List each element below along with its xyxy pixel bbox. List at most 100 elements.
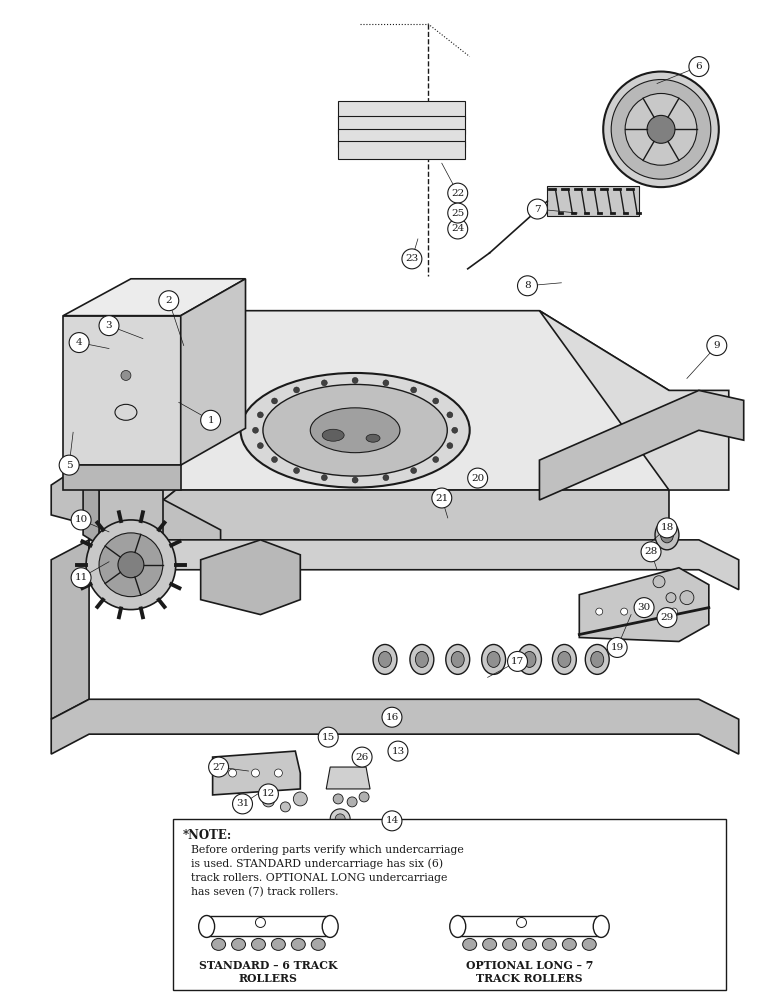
Circle shape <box>257 412 263 418</box>
Circle shape <box>433 457 438 463</box>
Circle shape <box>352 377 358 383</box>
Polygon shape <box>176 311 669 490</box>
Circle shape <box>272 457 277 463</box>
Text: 25: 25 <box>451 209 465 218</box>
Ellipse shape <box>198 915 215 937</box>
Text: 5: 5 <box>66 461 73 470</box>
Text: 18: 18 <box>660 523 674 532</box>
Circle shape <box>507 651 527 671</box>
Circle shape <box>229 769 236 777</box>
Circle shape <box>383 475 389 481</box>
Ellipse shape <box>487 651 500 667</box>
Polygon shape <box>458 916 601 936</box>
Polygon shape <box>63 465 181 490</box>
Circle shape <box>318 727 338 747</box>
Circle shape <box>447 412 453 418</box>
Text: 7: 7 <box>534 205 540 214</box>
Polygon shape <box>338 101 465 119</box>
Circle shape <box>293 387 300 393</box>
Text: has seven (7) track rollers.: has seven (7) track rollers. <box>191 887 338 897</box>
Text: 15: 15 <box>322 733 335 742</box>
Text: 13: 13 <box>391 747 405 756</box>
Text: 9: 9 <box>713 341 720 350</box>
Ellipse shape <box>543 938 557 950</box>
Circle shape <box>527 199 547 219</box>
Ellipse shape <box>558 651 571 667</box>
Ellipse shape <box>241 373 469 488</box>
Polygon shape <box>89 540 739 590</box>
Ellipse shape <box>482 644 506 674</box>
Ellipse shape <box>322 915 338 937</box>
Circle shape <box>517 276 537 296</box>
Circle shape <box>201 410 221 430</box>
Circle shape <box>432 488 452 508</box>
Ellipse shape <box>252 938 266 950</box>
Circle shape <box>448 219 468 239</box>
Polygon shape <box>89 490 669 560</box>
Ellipse shape <box>585 644 609 674</box>
Ellipse shape <box>553 644 577 674</box>
Text: 1: 1 <box>208 416 214 425</box>
Text: 17: 17 <box>511 657 524 666</box>
Circle shape <box>259 784 279 804</box>
Circle shape <box>707 336 726 356</box>
Polygon shape <box>327 767 370 789</box>
Circle shape <box>321 380 327 386</box>
Circle shape <box>647 115 675 143</box>
Circle shape <box>611 80 711 179</box>
Polygon shape <box>540 390 743 500</box>
Ellipse shape <box>445 644 469 674</box>
Circle shape <box>330 809 350 829</box>
Circle shape <box>653 576 665 588</box>
Circle shape <box>608 638 627 657</box>
Text: 24: 24 <box>451 224 465 233</box>
Polygon shape <box>89 311 176 560</box>
Text: 23: 23 <box>405 254 418 263</box>
Circle shape <box>274 769 283 777</box>
Circle shape <box>603 72 719 187</box>
Ellipse shape <box>410 644 434 674</box>
Polygon shape <box>51 540 89 719</box>
Text: 14: 14 <box>385 816 398 825</box>
Ellipse shape <box>450 915 466 937</box>
Polygon shape <box>83 480 163 490</box>
Circle shape <box>596 608 603 615</box>
Text: 6: 6 <box>696 62 703 71</box>
Circle shape <box>257 443 263 449</box>
Polygon shape <box>63 316 181 465</box>
Circle shape <box>666 593 676 603</box>
Polygon shape <box>338 116 465 134</box>
Circle shape <box>447 443 453 449</box>
Text: OPTIONAL LONG – 7
TRACK ROLLERS: OPTIONAL LONG – 7 TRACK ROLLERS <box>466 960 593 984</box>
Circle shape <box>383 380 389 386</box>
Polygon shape <box>201 540 300 615</box>
Circle shape <box>634 598 654 618</box>
Polygon shape <box>181 279 245 465</box>
Ellipse shape <box>593 915 609 937</box>
Polygon shape <box>547 186 639 216</box>
Circle shape <box>657 608 677 628</box>
Circle shape <box>293 468 300 474</box>
Text: 27: 27 <box>212 763 225 772</box>
Circle shape <box>411 468 417 474</box>
Polygon shape <box>51 699 739 754</box>
Circle shape <box>252 769 259 777</box>
Ellipse shape <box>291 938 305 950</box>
Circle shape <box>402 249 422 269</box>
Circle shape <box>448 183 468 203</box>
Text: 10: 10 <box>74 515 88 524</box>
Text: 12: 12 <box>262 789 275 798</box>
Ellipse shape <box>523 651 536 667</box>
Text: 16: 16 <box>385 713 398 722</box>
Text: 19: 19 <box>611 643 624 652</box>
Circle shape <box>99 316 119 336</box>
Circle shape <box>86 520 176 610</box>
Circle shape <box>641 542 661 562</box>
Ellipse shape <box>655 520 679 550</box>
Circle shape <box>262 795 274 807</box>
Circle shape <box>359 792 369 802</box>
Circle shape <box>625 93 697 165</box>
Text: *NOTE:: *NOTE: <box>183 829 232 842</box>
Ellipse shape <box>517 644 541 674</box>
Polygon shape <box>338 141 465 159</box>
